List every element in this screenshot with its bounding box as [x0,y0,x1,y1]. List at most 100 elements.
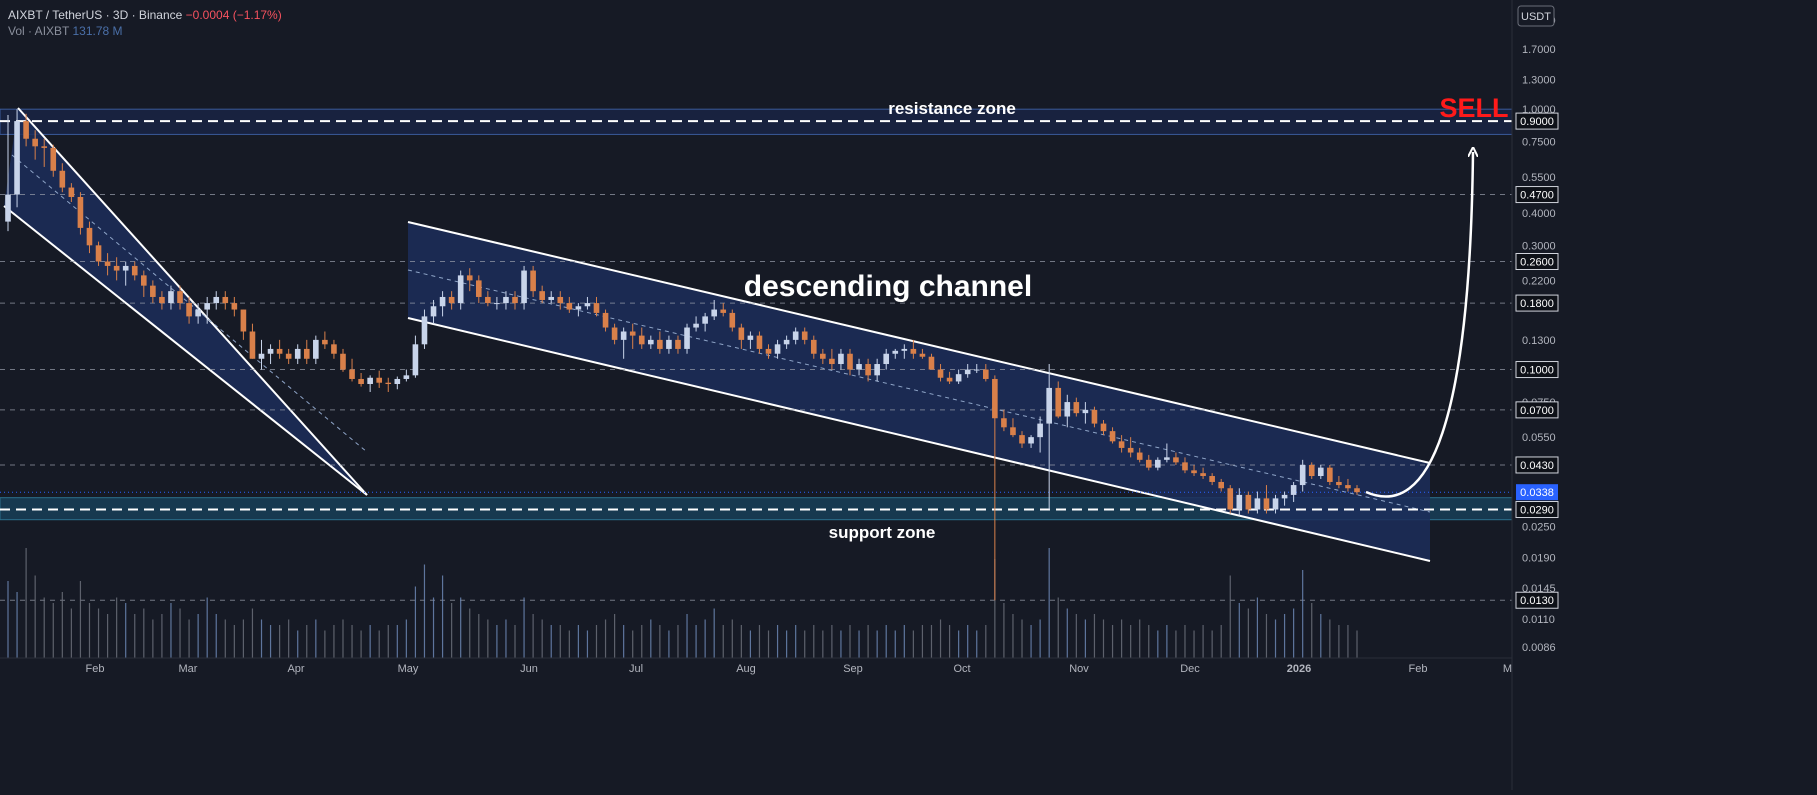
candle-body[interactable] [1037,423,1043,438]
candle-body[interactable] [331,344,337,354]
candle-body[interactable] [231,303,238,310]
candle-body[interactable] [838,353,844,365]
candle-body[interactable] [1317,467,1324,477]
candle-body[interactable] [593,303,600,313]
candle-body[interactable] [59,170,66,188]
candle-body[interactable] [358,378,364,384]
currency-badge[interactable] [1517,5,1555,27]
candle-body[interactable] [720,309,727,313]
candle-body[interactable] [648,339,654,345]
candle-body[interactable] [303,348,310,359]
candle-body[interactable] [1308,464,1315,477]
candle-body[interactable] [711,309,717,317]
candle-body[interactable] [666,339,672,349]
candle-body[interactable] [1046,387,1052,424]
candle-body[interactable] [729,312,736,328]
candle-body[interactable] [113,265,120,271]
candle-body[interactable] [23,121,29,139]
candle-body[interactable] [657,339,663,349]
candle-body[interactable] [1001,418,1007,428]
candle-body[interactable] [611,327,618,340]
candle-body[interactable] [150,285,156,297]
candle-body[interactable] [1064,402,1071,417]
candle-body[interactable] [1182,462,1188,471]
candle-body[interactable] [910,348,917,354]
candle-body[interactable] [820,353,826,359]
candle-body[interactable] [367,377,373,384]
candle-body[interactable] [937,369,944,378]
candle-body[interactable] [1082,409,1089,414]
candle-body[interactable] [1299,464,1306,486]
candle-body[interactable] [41,146,48,148]
candle-body[interactable] [457,275,464,304]
candle-body[interactable] [747,335,754,340]
candle-body[interactable] [1091,409,1098,424]
candle-body[interactable] [1327,467,1333,482]
candle-body[interactable] [539,291,545,300]
candle-body[interactable] [14,121,20,195]
candle-body[interactable] [982,369,989,379]
candle-body[interactable] [801,331,808,340]
candle-body[interactable] [892,350,899,354]
candle-body[interactable] [466,275,473,281]
candle-body[interactable] [1164,457,1170,460]
candle-body[interactable] [1354,488,1360,493]
candle-body[interactable] [1227,488,1234,510]
candle-body[interactable] [1155,459,1161,468]
candle-body[interactable] [521,270,527,304]
candle-body[interactable] [131,265,138,276]
candle-body[interactable] [1200,473,1206,477]
candle-body[interactable] [240,309,247,332]
candle-body[interactable] [575,306,582,310]
candle-body[interactable] [1272,498,1279,510]
candle-body[interactable] [5,194,11,222]
candle-body[interactable] [285,353,292,359]
candle-body[interactable] [503,296,509,304]
candle-body[interactable] [946,377,953,382]
candle-body[interactable] [566,303,573,310]
candle-body[interactable] [1173,457,1179,463]
candle-body[interactable] [765,348,772,354]
candle-body[interactable] [403,375,410,379]
candle-body[interactable] [249,331,256,359]
candle-body[interactable] [738,327,745,340]
candle-body[interactable] [928,356,935,370]
candle-body[interactable] [421,316,428,345]
candle-body[interactable] [955,374,962,382]
candle-body[interactable] [756,335,763,349]
candle-body[interactable] [140,275,147,286]
candle-body[interactable] [602,312,609,328]
candle-body[interactable] [322,339,328,345]
candle-body[interactable] [629,331,636,336]
candle-body[interactable] [1236,494,1243,510]
candle-body[interactable] [485,296,491,304]
candle-body[interactable] [294,348,301,359]
candle-body[interactable] [1191,470,1197,474]
candle-body[interactable] [1118,441,1125,448]
candle-body[interactable] [865,364,871,376]
candle-body[interactable] [258,353,265,359]
candle-body[interactable] [267,348,274,354]
candle-body[interactable] [159,296,165,304]
candle-body[interactable] [638,335,645,345]
candle-body[interactable] [1055,387,1062,417]
candle-body[interactable] [512,296,518,304]
candle-body[interactable] [430,306,437,317]
candle-body[interactable] [1290,485,1297,495]
candle-body[interactable] [1109,431,1116,442]
volume-label[interactable]: Vol · AIXBT [8,24,70,38]
candle-body[interactable] [385,382,392,384]
candle-body[interactable] [313,339,319,359]
candle-body[interactable] [684,327,690,349]
candle-body[interactable] [557,296,564,304]
candle-body[interactable] [702,316,708,324]
candle-body[interactable] [448,296,455,304]
candle-body[interactable] [77,196,84,228]
candle-body[interactable] [1263,498,1270,510]
candle-body[interactable] [810,339,817,354]
candle-body[interactable] [1218,481,1225,489]
candle-body[interactable] [475,280,482,297]
candle-body[interactable] [1281,494,1288,499]
candle-body[interactable] [394,378,401,384]
